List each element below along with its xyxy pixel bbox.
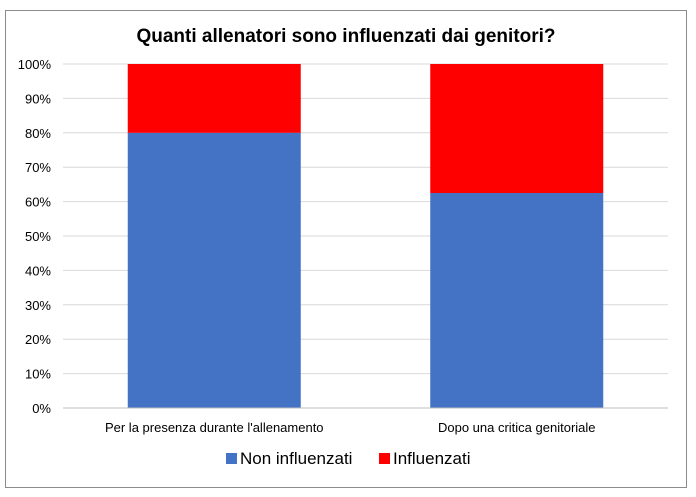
y-tick-label: 20%: [25, 332, 51, 347]
y-tick-label: 100%: [18, 57, 52, 72]
y-axis: 0% 10% 20% 30% 40% 50% 60% 70% 80% 90% 100%: [18, 57, 52, 416]
bar-segment: [430, 193, 604, 408]
y-tick-label: 50%: [25, 229, 51, 244]
bar-segment: [430, 64, 604, 193]
legend-swatch-influenzati: [379, 453, 390, 464]
y-tick-label: 60%: [25, 195, 51, 210]
y-tick-label: 90%: [25, 91, 51, 106]
legend-swatch-non-influenzati: [226, 453, 237, 464]
x-tick-label: Dopo una critica genitoriale: [438, 420, 596, 435]
bars: [127, 64, 604, 409]
bar-segment: [127, 132, 301, 409]
legend-label-influenzati: Influenzati: [393, 449, 471, 468]
legend: Non influenzati Influenzati: [226, 449, 471, 468]
y-tick-label: 40%: [25, 263, 51, 278]
y-tick-label: 30%: [25, 298, 51, 313]
y-tick-label: 70%: [25, 160, 51, 175]
y-tick-label: 10%: [25, 367, 51, 382]
x-tick-label: Per la presenza durante l'allenamento: [105, 420, 324, 435]
y-tick-label: 80%: [25, 126, 51, 141]
bar-segment: [127, 64, 301, 133]
x-axis: Per la presenza durante l'allenamento Dop…: [63, 407, 668, 435]
y-tick-label: 0%: [32, 401, 51, 416]
chart-title: Quanti allenatori sono influenzati dai g…: [136, 26, 555, 47]
legend-label-non-influenzati: Non influenzati: [240, 449, 352, 468]
